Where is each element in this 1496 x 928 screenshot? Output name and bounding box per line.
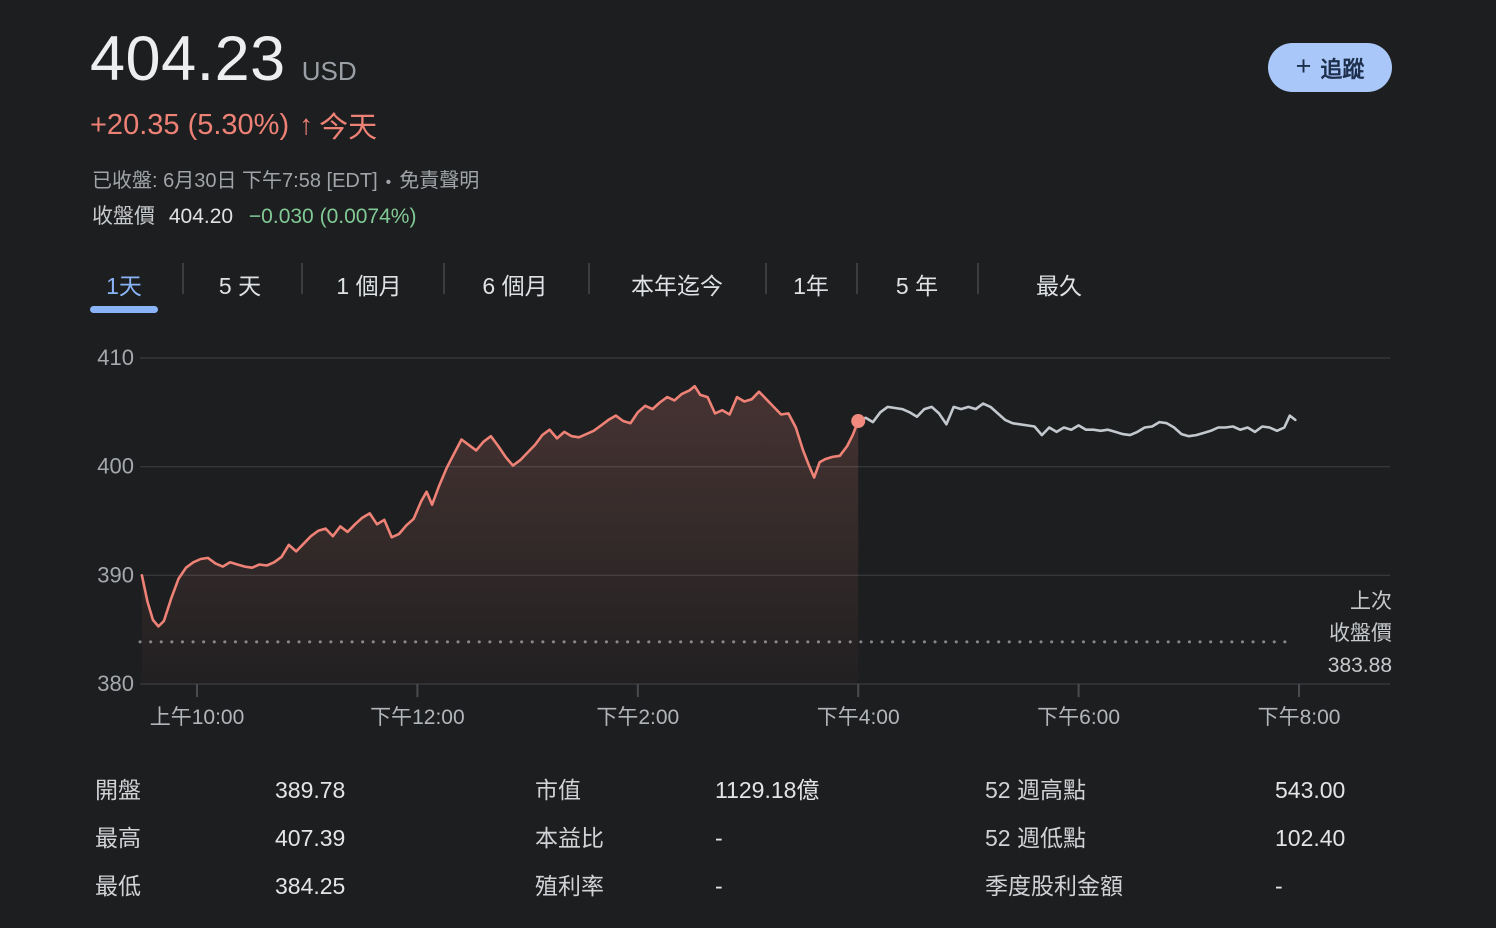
tab-divider xyxy=(301,263,303,294)
stat-value: 407.39 xyxy=(275,825,346,851)
change-period-label: 今天 xyxy=(319,112,378,144)
tab-range-2[interactable]: 5 天 xyxy=(218,273,262,299)
tab-range-1[interactable]: 1天 xyxy=(106,273,142,299)
x-axis-label-3: 下午2:00 xyxy=(596,706,679,729)
disclaimer-link[interactable]: 免責聲明 xyxy=(399,170,480,192)
tab-range-4[interactable]: 6 個月 xyxy=(482,273,548,299)
plus-icon: + xyxy=(1295,51,1312,81)
stat-label: 52 週低點 xyxy=(985,825,1086,851)
active-tab-underline xyxy=(90,306,158,313)
stat-label: 最低 xyxy=(95,873,141,899)
stat-row: 市值 1129.18億 xyxy=(535,766,819,814)
stat-value: - xyxy=(715,825,723,851)
market-closed-text: 已收盤: 6月30日 下午7:58 [EDT] xyxy=(92,170,378,192)
y-axis-label-400: 400 xyxy=(97,454,134,479)
tab-range-3[interactable]: 1 個月 xyxy=(336,273,402,299)
stat-value: 384.25 xyxy=(275,873,346,899)
x-axis-label-2: 下午12:00 xyxy=(370,706,465,729)
stat-row: 最低 384.25 xyxy=(95,862,345,910)
time-range-tabs: 1天 5 天 1 個月 6 個月 本年迄今 1年 5 年 最久 xyxy=(0,256,1496,318)
tab-divider xyxy=(443,263,445,294)
tab-range-8[interactable]: 最久 xyxy=(1036,273,1082,299)
stat-value: 102.40 xyxy=(1275,825,1346,851)
tab-range-7[interactable]: 5 年 xyxy=(895,273,939,299)
stat-value: - xyxy=(715,873,723,899)
x-axis-label-1: 上午10:00 xyxy=(150,706,245,729)
current-price-row: 404.23 USD xyxy=(90,26,357,92)
stat-label: 開盤 xyxy=(95,777,141,803)
stat-label: 市值 xyxy=(535,777,581,803)
stat-row: 殖利率 - xyxy=(535,862,819,910)
stat-label: 最高 xyxy=(95,825,141,851)
previous-close-label-line2: 收盤價 xyxy=(1329,622,1392,645)
stat-row: 52 週高點 543.00 xyxy=(985,766,1345,814)
market-status-row: 已收盤: 6月30日 下午7:58 [EDT] • 免責聲明 xyxy=(92,164,479,193)
bullet-separator: • xyxy=(385,174,392,191)
regular-session-line xyxy=(140,384,860,628)
stat-row: 最高 407.39 xyxy=(95,814,345,862)
stat-value: 389.78 xyxy=(275,777,346,803)
stat-label: 季度股利金額 xyxy=(985,873,1123,899)
stat-value: 1129.18億 xyxy=(715,777,820,803)
tab-divider xyxy=(856,263,858,294)
tab-divider xyxy=(588,263,590,294)
arrow-up-icon: ↑ xyxy=(299,109,314,140)
stat-row: 季度股利金額 - xyxy=(985,862,1345,910)
tab-divider xyxy=(977,263,979,294)
after-hours-change: −0.030 (0.0074%) xyxy=(248,205,417,228)
y-axis-label-390: 390 xyxy=(97,562,134,587)
after-hours-price: 404.20 xyxy=(168,205,234,228)
stat-label: 本益比 xyxy=(535,825,604,851)
tab-range-6[interactable]: 1年 xyxy=(793,273,829,299)
stats-column-3: 52 週高點 543.00 52 週低點 102.40 季度股利金額 - xyxy=(985,766,1345,910)
follow-button[interactable]: + 追蹤 xyxy=(1268,43,1392,92)
x-axis-label-4: 下午4:00 xyxy=(817,706,900,729)
session-close-dot xyxy=(851,414,866,429)
price-change-value: +20.35 (5.30%) xyxy=(90,108,290,141)
stats-column-1: 開盤 389.78 最高 407.39 最低 384.25 xyxy=(95,766,345,910)
tab-divider xyxy=(765,263,767,294)
stats-column-2: 市值 1129.18億本益比 - 殖利率 - xyxy=(535,766,819,910)
price-change-row: +20.35 (5.30%) ↑ 今天 xyxy=(90,104,377,146)
stat-row: 本益比 - xyxy=(535,814,819,862)
stat-label: 52 週高點 xyxy=(985,777,1086,803)
stat-value: - xyxy=(1275,873,1283,899)
stat-label: 殖利率 xyxy=(535,873,604,899)
y-axis-label-380: 380 xyxy=(97,671,134,696)
after-hours-label: 收盤價 xyxy=(92,205,155,228)
stat-row: 52 週低點 102.40 xyxy=(985,814,1345,862)
follow-button-label: 追蹤 xyxy=(1320,56,1365,82)
previous-close-label-line1: 上次 xyxy=(1350,590,1392,613)
tab-range-5[interactable]: 本年迄今 xyxy=(631,273,723,299)
stat-row: 開盤 389.78 xyxy=(95,766,345,814)
after-hours-row: 收盤價 404.20 −0.030 (0.0074%) xyxy=(92,200,416,230)
current-price: 404.23 xyxy=(90,24,286,94)
tab-divider xyxy=(182,263,184,294)
regular-session-fill xyxy=(141,386,859,684)
after-hours-line xyxy=(856,402,1297,438)
stat-value: 543.00 xyxy=(1275,777,1346,803)
previous-close-label-line3: 383.88 xyxy=(1328,654,1392,677)
currency-code: USD xyxy=(301,56,357,86)
x-axis-label-6: 下午8:00 xyxy=(1258,706,1341,729)
x-axis-label-5: 下午6:00 xyxy=(1037,706,1120,729)
y-axis-label-410: 410 xyxy=(97,345,134,370)
